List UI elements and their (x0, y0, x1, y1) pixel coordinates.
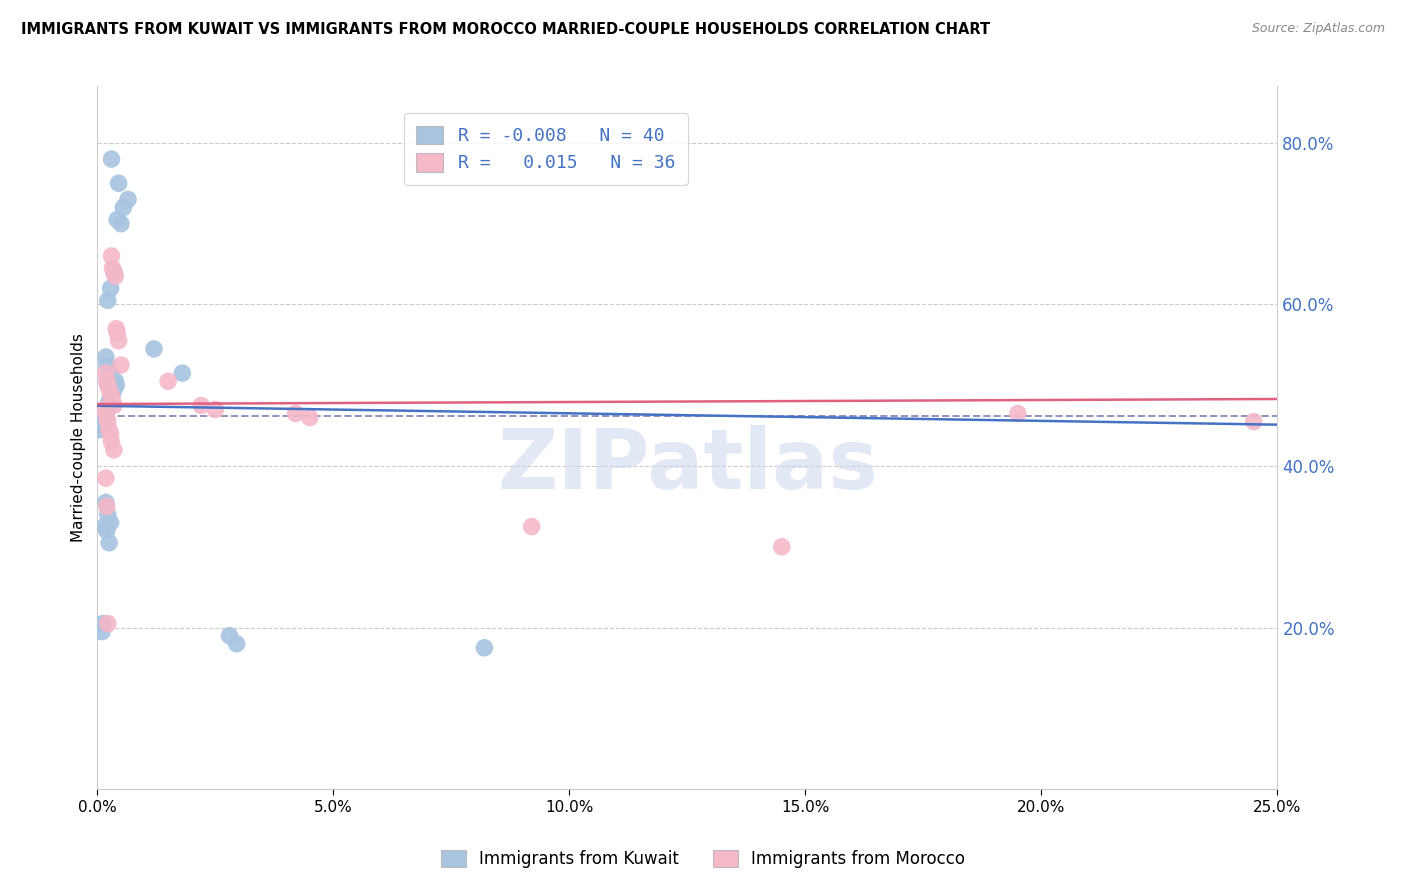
Point (100, 390, 122, 404)
Point (94, 402, 117, 417)
Point (96, 402, 118, 417)
Point (117, 193, 139, 207)
Point (96, 524, 118, 538)
Point (284, 407, 307, 421)
Point (107, 334, 129, 348)
Point (112, 201, 135, 215)
Point (105, 321, 128, 335)
Point (96, 358, 118, 372)
Point (98, 394, 121, 409)
Point (103, 265, 125, 279)
Point (101, 261, 124, 276)
Point (103, 442, 125, 457)
Point (98, 382, 121, 396)
Point (105, 212, 128, 227)
Point (104, 374, 127, 388)
Point (143, 342, 166, 356)
Point (218, 629, 240, 643)
Point (94, 366, 117, 380)
Point (98, 535, 121, 549)
Legend: Immigrants from Kuwait, Immigrants from Morocco: Immigrants from Kuwait, Immigrants from … (434, 843, 972, 875)
Point (101, 386, 124, 401)
Point (225, 637, 247, 651)
Point (103, 265, 125, 279)
Point (770, 540, 793, 554)
Point (100, 386, 122, 401)
Point (100, 152, 122, 166)
Point (520, 519, 543, 533)
Point (94, 471, 117, 485)
Point (103, 399, 125, 413)
Point (100, 281, 122, 295)
Point (100, 516, 122, 530)
Point (105, 378, 128, 392)
Point (107, 176, 129, 190)
Point (104, 269, 127, 284)
Point (100, 390, 122, 404)
Point (98, 423, 121, 437)
Point (100, 370, 122, 384)
Point (204, 402, 226, 417)
Point (94, 495, 117, 509)
Text: ZIPatlas: ZIPatlas (496, 425, 877, 507)
Point (93, 407, 115, 421)
Point (100, 434, 122, 449)
Point (101, 394, 124, 409)
Point (96, 410, 118, 425)
Legend: R = -0.008   N = 40, R =   0.015   N = 36: R = -0.008 N = 40, R = 0.015 N = 36 (404, 113, 688, 185)
Point (97, 378, 120, 392)
Point (97, 293, 120, 308)
Point (100, 426, 122, 441)
Point (157, 374, 180, 388)
Point (97, 508, 120, 522)
Text: IMMIGRANTS FROM KUWAIT VS IMMIGRANTS FROM MOROCCO MARRIED-COUPLE HOUSEHOLDS CORR: IMMIGRANTS FROM KUWAIT VS IMMIGRANTS FRO… (21, 22, 990, 37)
Point (97, 616, 120, 631)
Y-axis label: Married-couple Households: Married-couple Households (72, 334, 86, 542)
Point (97, 415, 120, 429)
Point (93, 519, 115, 533)
Point (190, 399, 212, 413)
Point (91, 410, 114, 425)
Point (98, 366, 121, 380)
Point (110, 217, 132, 231)
Text: Source: ZipAtlas.com: Source: ZipAtlas.com (1251, 22, 1385, 36)
Point (94, 407, 117, 421)
Point (96, 500, 118, 514)
Point (172, 366, 194, 380)
Point (96, 374, 118, 388)
Point (93, 402, 115, 417)
Point (103, 382, 125, 396)
Point (94, 350, 117, 364)
Point (1243, 415, 1265, 429)
Point (90, 418, 112, 433)
Point (91, 415, 114, 429)
Point (1007, 407, 1029, 421)
Point (110, 358, 132, 372)
Point (97, 399, 120, 413)
Point (91, 624, 114, 639)
Point (91, 616, 114, 631)
Point (105, 326, 128, 340)
Point (89, 423, 111, 437)
Point (100, 249, 122, 263)
Point (298, 410, 321, 425)
Point (474, 640, 496, 655)
